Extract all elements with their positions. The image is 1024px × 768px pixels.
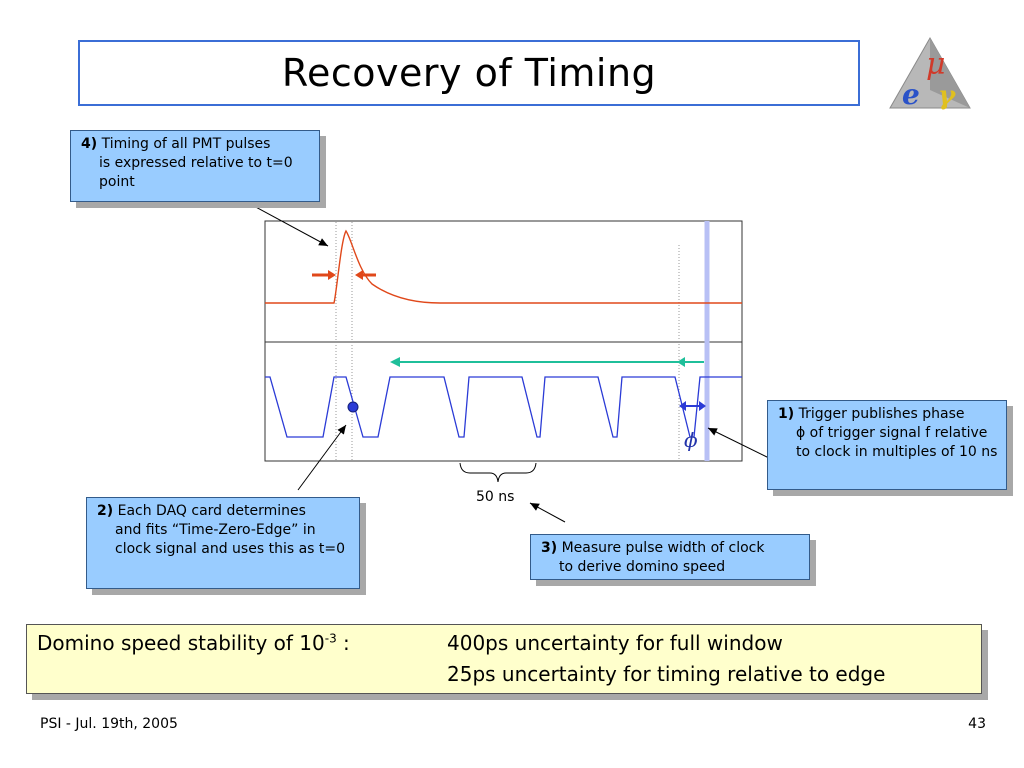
pointer-3 [529,502,566,523]
callout-1-first: Trigger publishes phase [798,406,965,422]
logo-mu: μ [926,47,946,82]
summary-box: Domino speed stability of 10-3 : 400ps u… [26,624,982,694]
footer-text: PSI - Jul. 19th, 2005 [40,716,178,732]
summary-line-2: 25ps uncertainty for timing relative to … [447,662,886,686]
pointer-2 [297,424,347,491]
scale-brace [459,462,537,483]
meg-logo: μ e γ [889,36,971,111]
callout-2-rest: and fits “Time-Zero-Edge” in clock signa… [115,522,346,557]
slide-title-box: Recovery of Timing [78,40,860,106]
summary-label: Domino speed stability of 10-3 : [37,631,350,655]
logo-e: e [902,78,920,111]
callout-4-rest: is expressed relative to t=0 point [99,155,293,190]
summary-line-1: 400ps uncertainty for full window [447,631,783,655]
summary-label-prefix: Domino speed stability of 10 [37,631,325,655]
callout-3-number: 3) [541,540,558,556]
callout-2-number: 2) [97,503,114,519]
callout-3-rest: to derive domino speed [559,559,726,575]
callout-1-number: 1) [778,406,795,422]
summary-label-suffix: : [336,631,350,655]
callout-2-first: Each DAQ card determines [117,503,306,519]
callout-step-4: 4) Timing of all PMT pulses is expressed… [70,130,320,202]
callout-4-first: Timing of all PMT pulses [101,136,271,152]
pointer-1 [707,427,774,461]
clock-waveform [265,376,742,438]
clock-panel [264,341,743,462]
logo-gamma: γ [938,81,957,111]
pmt-panel [264,220,743,343]
callout-1-rest: ϕ of trigger signal f relative to clock … [796,425,998,460]
scale-label: 50 ns [476,489,515,505]
pmt-pulse-waveform [265,229,742,304]
slide-title: Recovery of Timing [281,51,657,95]
callout-step-2: 2) Each DAQ card determines and fits “Ti… [86,497,360,589]
page-number: 43 [968,716,986,732]
phase-symbol: ϕ [684,428,698,452]
callout-3-first: Measure pulse width of clock [561,540,765,556]
summary-label-exponent: -3 [324,631,337,646]
time-zero-edge-dot [347,401,359,413]
callout-4-number: 4) [81,136,98,152]
callout-step-3: 3) Measure pulse width of clock to deriv… [530,534,810,580]
callout-step-1: 1) Trigger publishes phase ϕ of trigger … [767,400,1007,490]
